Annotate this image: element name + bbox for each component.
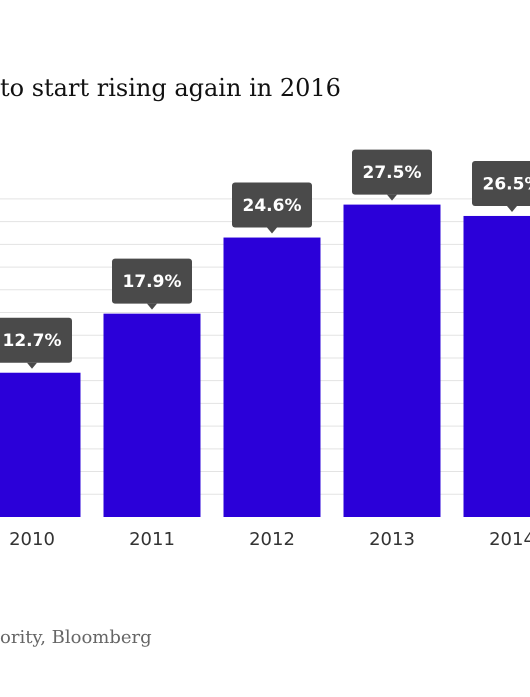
bar-2012 xyxy=(223,237,321,517)
data-label-box xyxy=(232,182,312,228)
x-tick-label-2013: 2013 xyxy=(369,529,415,550)
data-label-text: 26.5% xyxy=(483,174,530,194)
x-tick-label-2012: 2012 xyxy=(249,529,295,550)
bar-chart: 12.7%17.9%24.6%27.5%26.5% 20102011201220… xyxy=(0,149,530,550)
data-labels: 12.7% 17.9% 24.6% 27.5% 26.5% xyxy=(0,149,530,369)
data-label-box xyxy=(112,258,192,304)
data-label-pointer xyxy=(387,194,397,201)
data-label-2014: 26.5% xyxy=(472,160,530,212)
data-label-2013: 27.5% xyxy=(352,149,432,201)
data-label-pointer xyxy=(27,362,37,369)
chart-title: to start rising again in 2016 xyxy=(0,74,341,102)
data-label-text: 17.9% xyxy=(123,272,182,292)
data-label-2010: 12.7% xyxy=(0,317,72,369)
data-label-box xyxy=(352,149,432,195)
data-label-2011: 17.9% xyxy=(112,258,192,310)
data-label-pointer xyxy=(507,205,517,212)
x-axis-ticks: 2010 2011 2012 2013 2014 xyxy=(9,529,530,550)
bar-2014 xyxy=(463,215,530,517)
bar-2011 xyxy=(103,313,201,517)
source-note: ority, Bloomberg xyxy=(0,627,152,648)
x-tick-label-2011: 2011 xyxy=(129,529,175,550)
bar-2010 xyxy=(0,372,81,517)
data-label-text: 27.5% xyxy=(363,163,422,183)
bars xyxy=(0,204,530,517)
data-label-box xyxy=(472,160,530,206)
data-label-box xyxy=(0,317,72,363)
bar-2013 xyxy=(343,204,441,517)
data-label-pointer xyxy=(147,303,157,310)
data-label-2012: 24.6% xyxy=(232,182,312,234)
x-tick-label-2014: 2014 xyxy=(489,529,530,550)
data-label-text: 12.7% xyxy=(3,331,62,351)
data-label-text: 24.6% xyxy=(243,196,302,216)
data-label-pointer xyxy=(267,227,277,234)
x-tick-label-2010: 2010 xyxy=(9,529,55,550)
